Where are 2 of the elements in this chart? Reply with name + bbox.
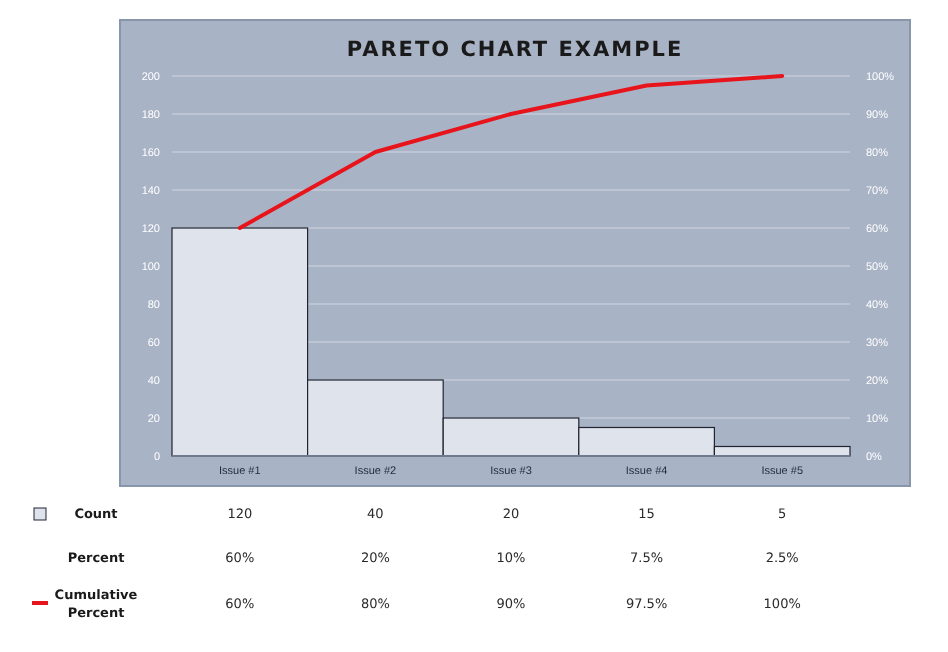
line-series bbox=[237, 74, 785, 230]
chart-title: PARETO CHART EXAMPLE bbox=[346, 38, 684, 62]
